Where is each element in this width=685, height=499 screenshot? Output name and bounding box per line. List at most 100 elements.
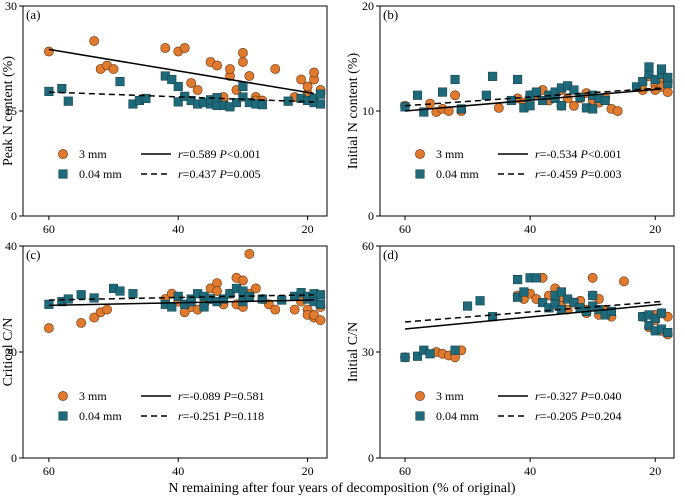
- data-point: [238, 275, 248, 286]
- x-tick-label: 40: [524, 222, 536, 236]
- data-point: [531, 273, 541, 283]
- data-point: [475, 296, 485, 306]
- legend-label: 3 mm: [436, 389, 464, 403]
- data-point: [443, 106, 454, 116]
- data-point: [519, 287, 529, 297]
- y-tick-label: 20: [362, 0, 374, 13]
- legend-stats: r=-0.251 P=0.118: [178, 409, 264, 423]
- data-point: [662, 87, 673, 97]
- fit-line: [48, 91, 315, 103]
- legend-marker: [58, 149, 68, 159]
- data-point: [644, 62, 654, 72]
- x-tick-label: 20: [649, 222, 661, 236]
- data-point: [302, 81, 313, 92]
- fit-line: [404, 88, 662, 112]
- data-point: [513, 275, 523, 285]
- data-point: [419, 107, 429, 117]
- data-point: [212, 286, 222, 296]
- panel-c: 60 40 20 0 20 40 Critical C/N (c) 3 mm r=-0.089 P…: [1, 239, 328, 478]
- panel-tag: (a): [26, 7, 40, 22]
- data-point: [315, 315, 326, 326]
- data-point: [199, 302, 209, 312]
- data-point: [167, 302, 177, 312]
- y-tick-label: 0: [11, 209, 17, 223]
- data-point: [556, 101, 566, 111]
- data-point: [315, 290, 326, 300]
- data-point: [43, 323, 54, 334]
- data-point: [644, 320, 654, 331]
- y-axis-label: Initial N content (%): [346, 53, 361, 170]
- data-point: [425, 349, 435, 359]
- legend-label: 3 mm: [79, 389, 107, 403]
- data-point: [569, 85, 579, 95]
- data-point: [57, 84, 67, 94]
- data-point: [173, 81, 183, 92]
- data-point: [438, 87, 448, 97]
- fit-line: [404, 300, 662, 323]
- legend-label: 0.04 mm: [79, 409, 122, 423]
- data-point: [225, 289, 235, 299]
- series-004mm: [400, 273, 673, 362]
- data-point: [115, 77, 125, 87]
- x-axis-label: N remaining after four years of decompos…: [168, 481, 516, 496]
- data-point: [238, 48, 248, 58]
- data-point: [588, 104, 598, 114]
- data-point: [296, 74, 307, 85]
- legend-entry: 3 mm r=-0.089 P=0.581: [58, 389, 265, 403]
- legend-label: 0.04 mm: [436, 409, 479, 423]
- data-point: [538, 297, 548, 308]
- data-point: [513, 292, 523, 302]
- data-point: [450, 345, 460, 355]
- legend-entry: 0.04 mm r=0.437 P=0.005: [58, 167, 261, 181]
- data-point: [102, 304, 112, 315]
- data-point: [76, 317, 87, 328]
- x-tick-label: 40: [172, 222, 184, 236]
- legend-label: 3 mm: [436, 147, 464, 161]
- y-tick-label: 0: [11, 451, 17, 465]
- legend-marker: [58, 411, 68, 421]
- y-tick-label: 30: [5, 0, 17, 13]
- data-point: [450, 74, 460, 85]
- data-point: [450, 90, 460, 101]
- data-point: [244, 249, 255, 259]
- x-tick-label: 60: [399, 222, 411, 236]
- data-point: [225, 64, 235, 74]
- legend-marker: [415, 169, 425, 179]
- data-point: [456, 104, 466, 114]
- data-point: [531, 87, 541, 97]
- y-tick-label: 30: [362, 345, 374, 359]
- series-004mm: [44, 71, 326, 112]
- legend-label: 0.04 mm: [79, 167, 122, 181]
- legend-entry: 0.04 mm r=-0.251 P=0.118: [58, 409, 264, 423]
- legend-stats: r=-0.327 P=0.040: [535, 389, 622, 403]
- data-point: [270, 304, 281, 315]
- data-point: [309, 309, 319, 320]
- legend-stats: r=-0.459 P=0.003: [535, 167, 622, 181]
- data-point: [612, 106, 623, 116]
- x-tick-label: 20: [649, 464, 661, 478]
- data-point: [128, 289, 138, 299]
- data-point: [89, 36, 100, 46]
- data-point: [192, 85, 203, 95]
- data-point: [186, 78, 197, 88]
- data-point: [481, 90, 491, 100]
- data-point: [412, 90, 423, 100]
- data-point: [663, 72, 673, 82]
- y-tick-label: 0: [368, 451, 374, 465]
- legend-stats: r=0.437 P=0.005: [178, 167, 261, 181]
- data-point: [315, 299, 326, 309]
- data-point: [309, 67, 319, 78]
- data-point: [606, 306, 616, 316]
- plot-frame: [22, 5, 328, 217]
- data-point: [513, 74, 523, 85]
- series-3mm: [43, 36, 326, 106]
- series-3mm: [43, 249, 326, 334]
- data-point: [650, 74, 660, 85]
- data-point: [63, 96, 73, 106]
- data-point: [43, 46, 54, 57]
- data-point: [238, 92, 248, 102]
- series-3mm: [400, 272, 673, 363]
- fit-line: [48, 294, 315, 301]
- data-point: [89, 312, 100, 323]
